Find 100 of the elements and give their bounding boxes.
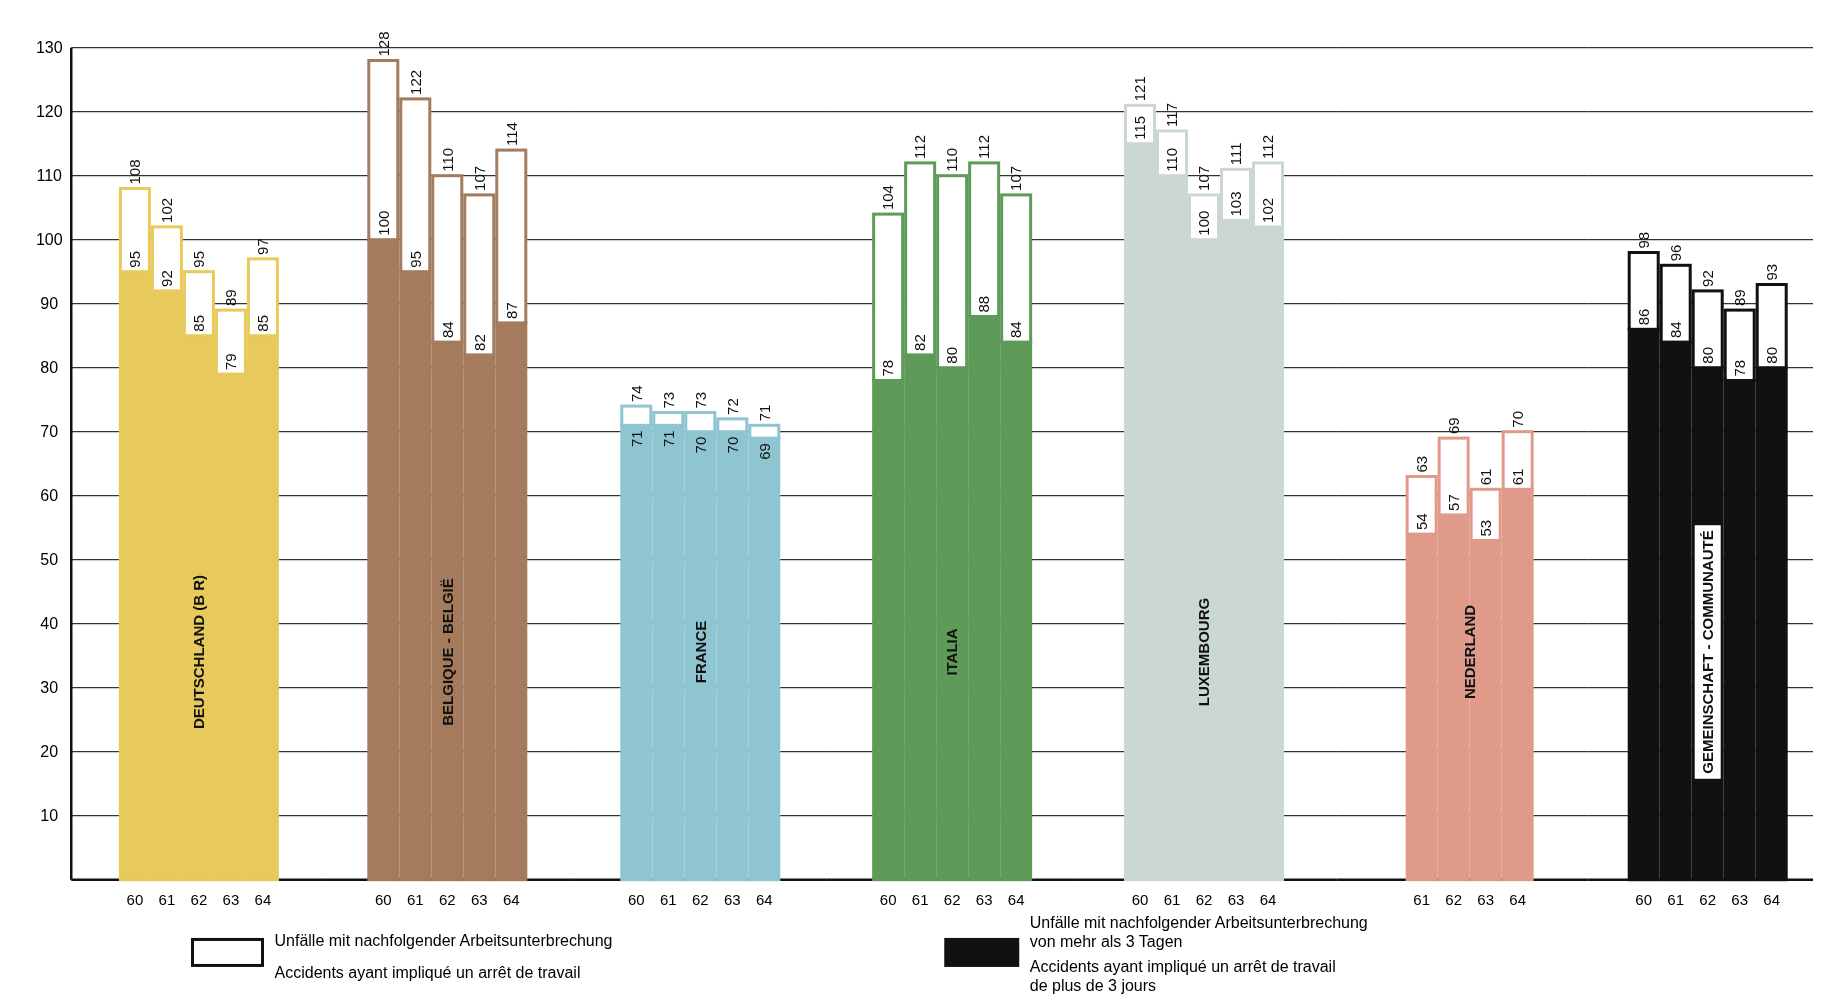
total-label: 97: [254, 238, 272, 255]
annotation: BELGIQUE - BELGIË: [438, 578, 456, 726]
data-label: 82: [911, 334, 929, 351]
data-label: 79: [222, 353, 240, 371]
total-label: 93: [1762, 263, 1780, 281]
total-label: 89: [1730, 289, 1748, 307]
data-label: 53: [1476, 519, 1494, 537]
data-label: 92: [158, 270, 176, 287]
x-tick-label: 60: [879, 890, 897, 908]
total-label: 92: [1698, 270, 1716, 287]
total-label: 128: [374, 31, 392, 57]
data-label: 61: [1508, 468, 1526, 486]
data-label: 78: [1730, 359, 1748, 377]
total-label: 73: [691, 391, 709, 409]
y-tick-label: 70: [40, 423, 59, 441]
data-label: 100: [374, 210, 392, 236]
data-label: 84: [1007, 321, 1025, 339]
annotation: GEMEINSCHAFT - COMMUNAUTÉ: [1698, 530, 1716, 774]
data-label: 54: [1412, 513, 1430, 531]
total-label: 95: [190, 251, 208, 268]
annotation: NEDERLAND: [1460, 604, 1478, 700]
total-label: 112: [911, 134, 929, 159]
data-label: 95: [126, 251, 144, 268]
total-label: 89: [222, 289, 240, 307]
x-tick-label: 64: [1763, 890, 1781, 908]
x-tick-label: 64: [755, 890, 773, 908]
total-label: 107: [1195, 165, 1213, 191]
x-tick-label: 62: [1195, 890, 1213, 908]
x-tick-label: 63: [723, 890, 741, 908]
data-label: 82: [470, 334, 488, 351]
annotation: LUXEMBOURG: [1195, 597, 1213, 707]
annotation: ITALIA: [943, 628, 961, 676]
data-label: 70: [691, 436, 709, 454]
y-tick-label: 90: [40, 295, 59, 313]
x-tick-label: 62: [438, 890, 456, 908]
y-tick-label: 30: [40, 679, 59, 697]
data-label: 70: [723, 436, 741, 454]
total-label: 111: [1227, 142, 1245, 166]
total-label: 114: [502, 122, 520, 147]
y-tick-label: 50: [40, 551, 59, 569]
data-label: 71: [627, 430, 645, 447]
x-tick-label: 62: [943, 890, 961, 908]
data-label: 84: [1666, 321, 1684, 339]
total-label: 61: [1476, 468, 1494, 486]
x-tick-label: 60: [627, 890, 645, 908]
x-tick-label: 64: [502, 890, 520, 908]
data-label: 85: [254, 315, 272, 332]
x-tick-label: 64: [254, 890, 272, 908]
data-label: 71: [659, 430, 677, 447]
data-label: 57: [1444, 494, 1462, 511]
y-tick-label: 110: [36, 167, 63, 185]
x-tick-label: 63: [1731, 890, 1749, 908]
annotation: DEUTSCHLAND (B R): [190, 574, 208, 730]
data-label: 78: [879, 359, 897, 377]
data-label: 80: [1762, 347, 1780, 364]
data-label: 95: [406, 251, 424, 268]
total-label: 63: [1412, 455, 1430, 473]
data-label: 80: [943, 347, 961, 364]
y-tick-label: 10: [40, 807, 59, 825]
total-label: 110: [438, 147, 456, 172]
x-tick-label: 64: [1007, 890, 1025, 908]
total-label: 72: [723, 398, 741, 415]
x-tick-label: 63: [222, 890, 240, 908]
total-label: 74: [627, 385, 645, 403]
data-label: 102: [1259, 197, 1277, 223]
total-label: 110: [943, 147, 961, 172]
data-label: 110: [1163, 147, 1181, 172]
total-label: 102: [158, 197, 176, 223]
y-tick-label: 130: [35, 39, 63, 57]
x-tick-label: 64: [1259, 890, 1277, 908]
y-tick-label: 40: [40, 615, 59, 633]
x-tick-label: 62: [1699, 890, 1717, 908]
x-tick-label: 61: [659, 890, 677, 908]
data-label: 80: [1698, 347, 1716, 364]
annotation: FRANCE: [691, 620, 709, 684]
y-tick-label: 60: [40, 487, 59, 505]
x-tick-label: 62: [691, 890, 709, 908]
x-tick-label: 60: [126, 890, 144, 908]
total-label: 73: [659, 391, 677, 409]
x-tick-label: 63: [1477, 890, 1494, 908]
y-tick-label: 80: [40, 359, 59, 377]
x-tick-label: 61: [1163, 890, 1181, 908]
x-tick-label: 60: [1131, 890, 1149, 908]
total-label: 108: [126, 159, 144, 185]
data-label: 84: [438, 321, 456, 339]
total-label: 107: [470, 165, 488, 191]
x-tick-label: 63: [975, 890, 993, 908]
total-label: 121: [1131, 76, 1149, 102]
legend-label: Unfälle mit nachfolgender Arbeitsunterbrechung von mehr als 3 Tagen Accidents ayant impliqué un arrêt de travail de plus de 3 jours: [1029, 914, 1368, 995]
x-tick-label: 64: [1509, 890, 1526, 908]
data-label: 86: [1634, 308, 1652, 326]
data-label: 103: [1227, 191, 1245, 217]
data-label: 85: [190, 315, 208, 332]
data-label: 87: [502, 302, 520, 319]
y-tick-label: 100: [35, 231, 63, 249]
x-tick-label: 61: [406, 890, 424, 908]
x-tick-label: 63: [1227, 890, 1245, 908]
total-label: 112: [1259, 134, 1277, 159]
x-tick-label: 61: [911, 890, 929, 908]
data-label: 100: [1195, 210, 1213, 236]
